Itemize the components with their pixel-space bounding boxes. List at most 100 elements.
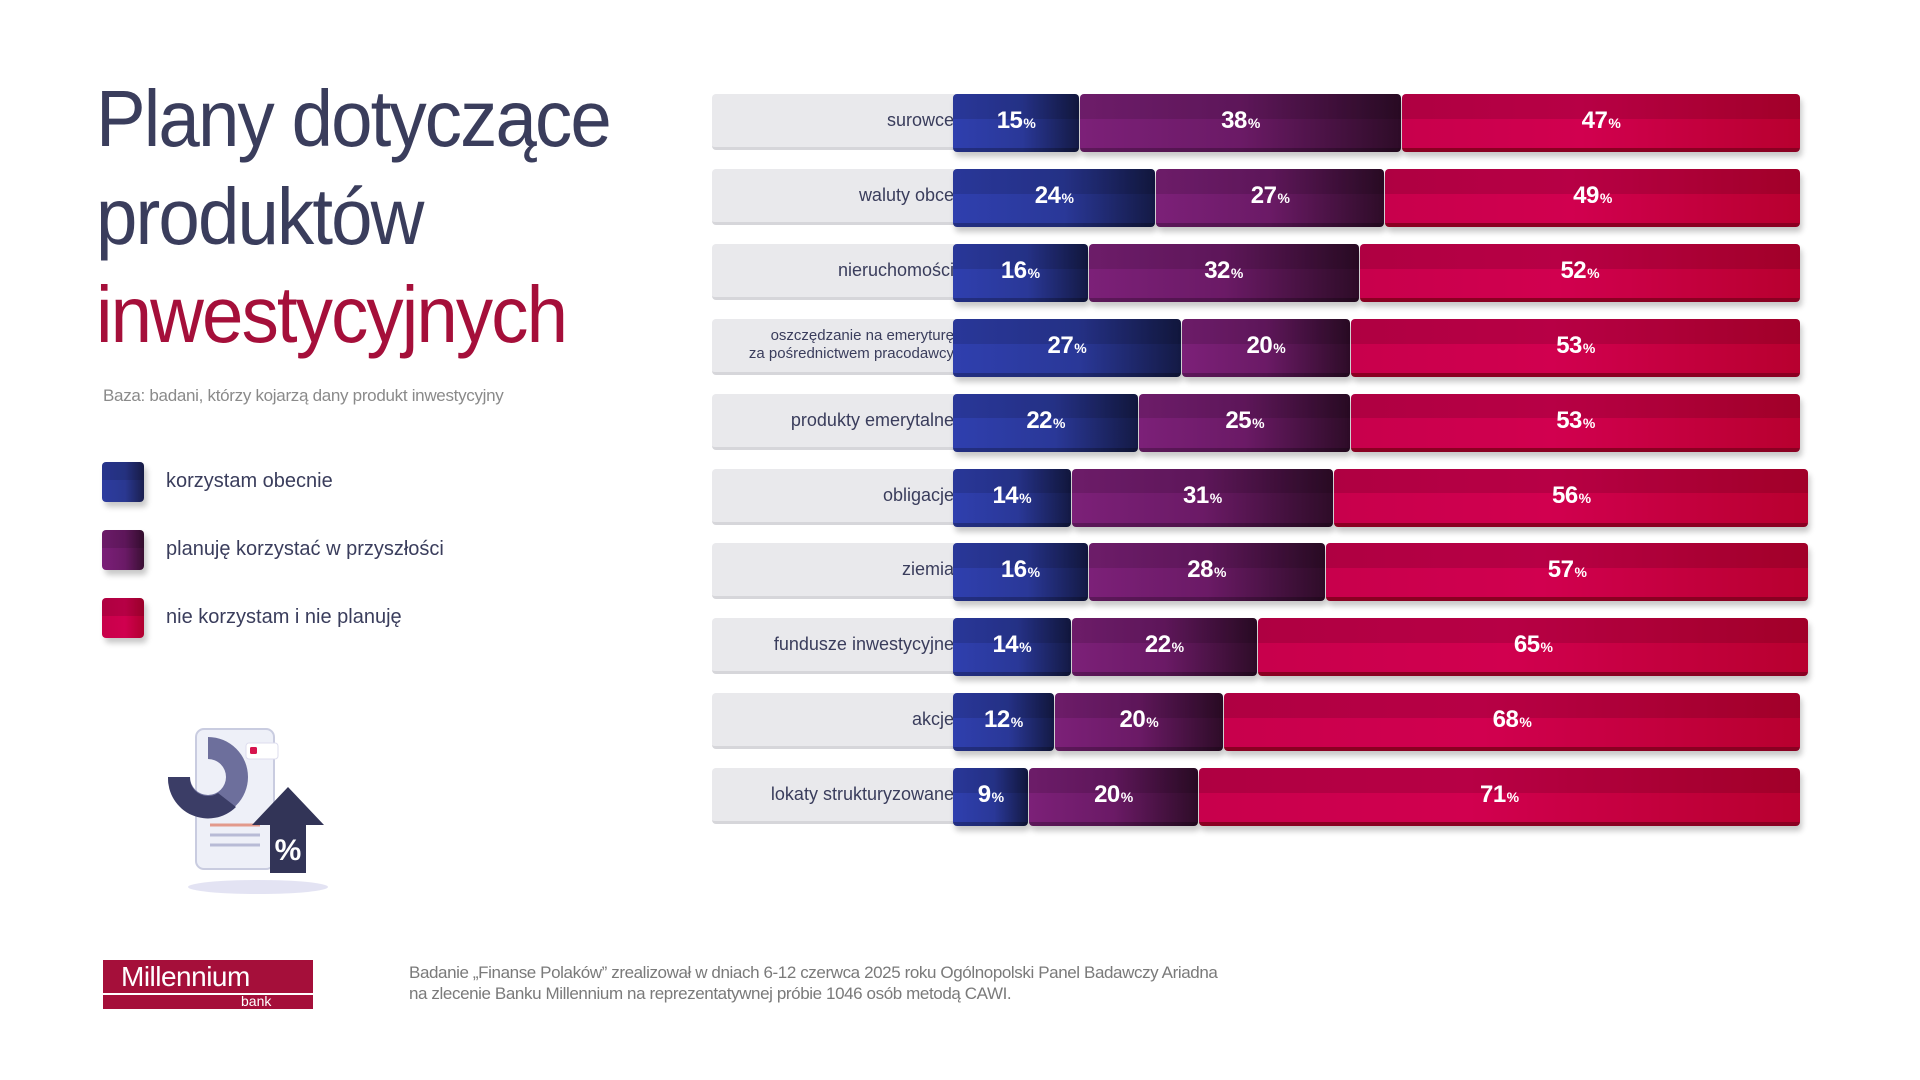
bar-segment-planned: 32%: [1088, 243, 1359, 302]
category-label-box: oszczędzanie na emeryturę za pośrednictwe…: [712, 318, 972, 375]
donut-chart-segment: [167, 777, 236, 819]
data-label: 16%: [1000, 556, 1040, 584]
category-label-box: fundusze inwestycyjne: [712, 618, 972, 675]
data-label: 27%: [1250, 181, 1290, 209]
data-label: 24%: [1034, 181, 1074, 209]
stacked-bar: 12% 20% 68%: [953, 693, 1800, 752]
category-label: obligacje: [882, 484, 954, 505]
data-label: 9%: [977, 781, 1004, 809]
category-label: lokaty strukturyzowane: [770, 784, 954, 805]
data-label: 22%: [1026, 406, 1065, 434]
bar-segment-none: 71%: [1198, 768, 1801, 827]
legend-label: nie korzystam i nie planuję: [166, 606, 402, 628]
chart-row: nieruchomości 16% 32% 52%: [712, 243, 1802, 302]
bar-segment-planned: 22%: [1071, 618, 1258, 677]
chart-row: fundusze inwestycyjne 14% 22% 65%: [712, 618, 1809, 677]
bar-segment-none: 56%: [1334, 468, 1809, 527]
category-label-box: akcje: [712, 693, 972, 750]
data-label: 31%: [1183, 481, 1222, 509]
chart-row: waluty obce 24% 27% 49%: [712, 168, 1802, 227]
bar-segment-current: 22%: [953, 393, 1139, 452]
legend-swatch-purple: [102, 530, 144, 570]
bar-segment-planned: 38%: [1080, 94, 1401, 152]
base-note: Baza: badani, którzy kojarzą dany produk…: [103, 386, 504, 405]
chart-row: ziemia 16% 28% 57%: [712, 543, 1809, 602]
data-label: 28%: [1187, 556, 1226, 584]
source-line-1: Badanie „Finanse Polaków” zrealizował w …: [409, 963, 1218, 982]
bar-segment-current: 27%: [953, 318, 1181, 377]
bar-segment-none: 53%: [1351, 318, 1800, 377]
bar-segment-planned: 31%: [1071, 468, 1334, 527]
bar-segment-planned: 20%: [1029, 768, 1199, 827]
category-label: waluty obce: [858, 184, 954, 205]
data-label: 32%: [1204, 256, 1243, 284]
data-label: 20%: [1119, 706, 1159, 734]
bar-segment-current: 14%: [953, 468, 1071, 527]
category-label-box: surowce: [712, 94, 972, 150]
bar-segment-current: 12%: [953, 693, 1054, 752]
bar-segment-none: 49%: [1384, 168, 1801, 227]
data-label: 47%: [1581, 107, 1621, 134]
data-label: 53%: [1556, 406, 1595, 434]
chart-row: lokaty strukturyzowane 9% 20% 71%: [712, 768, 1802, 827]
data-label: 57%: [1547, 556, 1587, 584]
category-label: surowce: [886, 110, 954, 130]
bar-segment-planned: 20%: [1181, 318, 1351, 377]
chart-row: oszczędzanie na emeryturę za pośrednictwe…: [712, 318, 1802, 377]
title-line-2: produktów: [96, 172, 424, 261]
bar-segment-none: 65%: [1257, 618, 1809, 677]
page-title: Plany dotyczące produktów inwestycyjnych: [96, 70, 649, 364]
data-label: 53%: [1556, 331, 1595, 359]
data-label: 25%: [1225, 406, 1265, 434]
bar-segment-current: 15%: [953, 94, 1080, 152]
millennium-logo: Millennium bank: [103, 960, 313, 1009]
bar-segment-planned: 25%: [1139, 393, 1351, 452]
category-label: produkty emerytalne: [790, 409, 954, 430]
data-label: 20%: [1246, 331, 1286, 359]
bar-segment-none: 57%: [1325, 543, 1809, 602]
logo-divider: [103, 993, 313, 995]
bar-segment-planned: 20%: [1054, 693, 1224, 752]
category-label: ziemia: [901, 559, 954, 580]
category-label: akcje: [911, 709, 954, 730]
source-note: Badanie „Finanse Polaków” zrealizował w …: [409, 962, 1218, 1004]
bar-segment-current: 16%: [953, 543, 1088, 602]
data-label: 20%: [1094, 781, 1133, 809]
chart-row: akcje 12% 20% 68%: [712, 693, 1802, 752]
logo-name: Millennium: [121, 961, 250, 992]
data-label: 27%: [1047, 331, 1087, 359]
category-label-box: produkty emerytalne: [712, 393, 972, 450]
category-label: fundusze inwestycyjne: [773, 634, 954, 655]
investment-illustration-icon: %: [167, 728, 328, 894]
bar-segment-planned: 28%: [1088, 543, 1325, 602]
chart-row: surowce 15% 38% 47%: [712, 94, 1802, 152]
category-label-box: nieruchomości: [712, 243, 972, 300]
category-label-box: lokaty strukturyzowane: [712, 768, 972, 825]
bar-segment-none: 53%: [1351, 393, 1800, 452]
legend-label: korzystam obecnie: [166, 470, 333, 492]
data-label: 71%: [1479, 781, 1519, 809]
data-label: 38%: [1221, 107, 1260, 134]
legend-swatch-red: [102, 598, 144, 638]
data-label: 56%: [1551, 481, 1591, 509]
title-line-3: inwestycyjnych: [96, 270, 568, 359]
bar-segment-none: 68%: [1224, 693, 1800, 752]
data-label: 49%: [1573, 181, 1612, 209]
data-label: 68%: [1492, 706, 1532, 734]
bar-segment-planned: 27%: [1156, 168, 1384, 227]
stacked-bar: 9% 20% 71%: [953, 768, 1801, 827]
data-label: 14%: [992, 631, 1032, 659]
data-label: 14%: [992, 481, 1032, 509]
stacked-bar: 16% 32% 52%: [953, 243, 1801, 302]
category-label-box: waluty obce: [712, 168, 972, 225]
category-label-box: obligacje: [712, 468, 972, 525]
stacked-bar: 16% 28% 57%: [953, 543, 1809, 602]
category-label-box: ziemia: [712, 543, 972, 600]
title-line-1: Plany dotyczące: [96, 74, 612, 163]
data-label: 12%: [983, 706, 1023, 734]
stacked-bar: 24% 27% 49%: [953, 168, 1801, 227]
bar-segment-current: 9%: [953, 768, 1029, 827]
percent-icon: %: [275, 834, 302, 867]
data-label: 22%: [1144, 631, 1184, 659]
checkbox-icon: [250, 747, 257, 754]
